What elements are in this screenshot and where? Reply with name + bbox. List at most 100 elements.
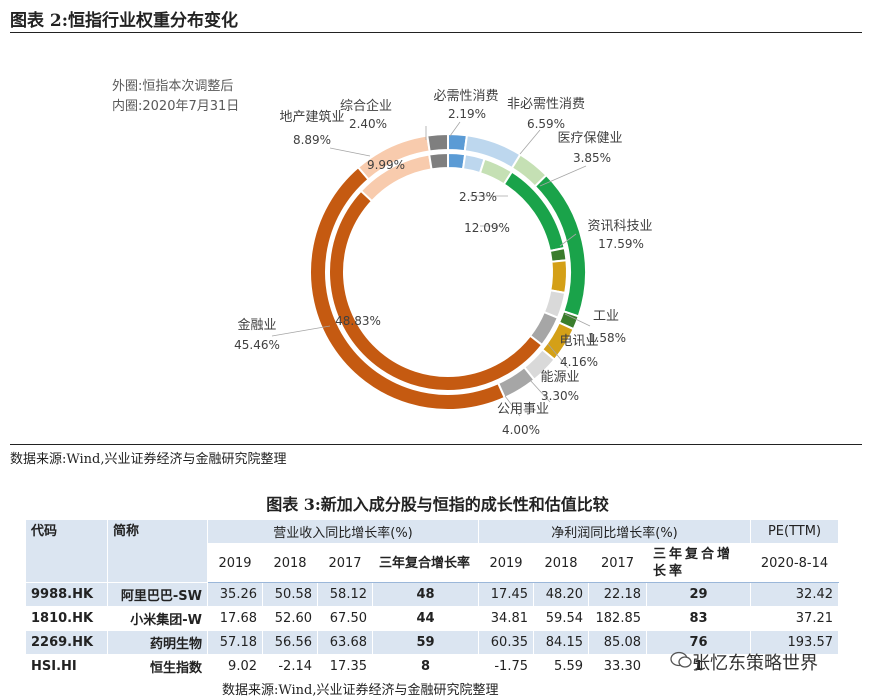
np-2017-cell: 33.30 [588,654,647,679]
np-cagr-cell: 83 [646,606,751,631]
rev-2019-cell: 57.18 [207,630,263,655]
leader-line [547,343,569,369]
pe-cell: 32.42 [750,582,839,607]
legend-inner-text: 内圈:2020年7月31日 [112,98,239,114]
inner-ring-segment [428,151,449,171]
header-pe-group: PE(TTM) [750,519,839,544]
segment-label: 工业 [593,309,619,324]
pe-cell: 193.57 [750,630,839,655]
rev-2019-cell: 35.26 [207,582,263,607]
segment-label: 必需性消费 [433,89,498,104]
segment-value-label: 3.30% [541,389,579,403]
title-rule [10,32,862,33]
segment-label: 非必需性消费 [507,97,585,112]
segment-label: 能源业 [540,370,579,385]
header-rev-cagr: 三年复合增长率 [372,543,479,583]
code-cell: 2269.HK [25,630,108,655]
inner-value-label: 12.09% [464,221,510,235]
segment-value-label: 6.59% [527,117,565,131]
legend-outer-text: 外圈:恒指本次调整后 [112,78,233,94]
leader-line [329,147,371,157]
inner-value-label: 48.83% [335,314,381,328]
figure-3-source: 数据来源:Wind,兴业证券经济与金融研究院整理 [222,683,499,698]
segment-value-label: 45.46% [234,338,280,352]
name-cell: 药明生物 [107,630,208,655]
rev-2017-cell: 63.68 [317,630,373,655]
figure-rule [10,444,862,445]
table-row: 1810.HK 小米集团-W 17.68 52.60 67.50 44 34.81 59.54… [25,606,839,631]
np-2018-cell: 5.59 [533,654,589,679]
segment-value-label: 17.59% [598,237,644,251]
pe-cell [750,654,839,679]
name-cell: 小米集团-W [107,606,208,631]
inner-value-label: 9.99% [367,158,405,172]
figure-3-title: 图表 3:新加入成分股与恒指的成长性和估值比较 [266,495,609,514]
name-cell: 阿里巴巴-SW [107,582,208,607]
rev-cagr-cell: 59 [372,630,479,655]
segment-value-label: 3.85% [573,151,611,165]
np-cagr-cell: 1 [646,654,751,679]
segment-value-label: 2.40% [349,117,387,131]
code-cell: 9988.HK [25,582,108,607]
table-row: 9988.HK 阿里巴巴-SW 35.26 50.58 58.12 48 17.45 48.2… [25,582,839,607]
pe-cell: 37.21 [750,606,839,631]
code-cell: HSI.HI [25,654,108,679]
rev-cagr-cell: 44 [372,606,479,631]
segment-value-label: 1.58% [588,331,626,345]
header-np-year: 2017 [588,543,647,583]
segment-value-label: 4.00% [502,423,540,437]
np-2019-cell: 34.81 [478,606,534,631]
rev-2018-cell: 52.60 [262,606,318,631]
name-cell: 恒生指数 [107,654,208,679]
rev-2017-cell: 58.12 [317,582,373,607]
segment-label: 金融业 [237,317,276,333]
comparison-table: 代码 简称 营业收入同比增长率(%) 净利润同比增长率(%) PE(TTM) 2… [25,519,839,679]
np-2018-cell: 48.20 [533,582,589,607]
inner-ring-segment [549,259,568,295]
leader-line [271,325,331,337]
outer-ring-segment [426,132,449,153]
header-np-cagr: 三年复合增长率 [646,543,751,583]
figure-2-source: 数据来源:Wind,兴业证券经济与金融研究院整理 [10,452,287,467]
segment-label: 综合企业 [340,98,392,114]
rev-2018-cell: -2.14 [262,654,318,679]
np-2017-cell: 85.08 [588,630,647,655]
donut-chart: 外圈:恒指本次调整后 内圈:2020年7月31日 综合企业 2.40% 必需性消费 2… [112,78,653,437]
segment-label: 医疗保健业 [557,131,622,146]
header-profit-group: 净利润同比增长率(%) [478,519,751,544]
rev-2018-cell: 56.56 [262,630,318,655]
watermark: 张忆东策略世界 [692,653,818,674]
segment-value-label: 8.89% [293,133,331,147]
header-rev-year: 2018 [262,543,318,583]
segment-label: 公用事业 [497,402,549,417]
np-2017-cell: 182.85 [588,606,647,631]
leader-line [519,129,541,155]
rev-2018-cell: 50.58 [262,582,318,607]
header-rev-year: 2019 [207,543,263,583]
np-cagr-cell: 29 [646,582,751,607]
rev-cagr-cell: 48 [372,582,479,607]
header-np-year: 2019 [478,543,534,583]
table-row: 2269.HK 药明生物 57.18 56.56 63.68 59 60.35 84.15 85… [25,630,839,655]
header-code: 代码 [25,519,108,583]
segment-label: 电讯业 [559,334,598,349]
np-2017-cell: 22.18 [588,582,647,607]
wechat-icon [670,651,692,668]
header-rev-year: 2017 [317,543,373,583]
leader-line [559,233,577,247]
leader-line [539,165,587,187]
segment-value-label: 4.16% [560,355,598,369]
leader-line [529,379,551,403]
header-np-year: 2018 [533,543,589,583]
segment-value-label: 2.19% [448,107,486,121]
rev-2017-cell: 67.50 [317,606,373,631]
rev-2017-cell: 17.35 [317,654,373,679]
leader-line [564,313,591,327]
code-cell: 1810.HK [25,606,108,631]
np-2019-cell: 17.45 [478,582,534,607]
figure-2-title: 图表 2:恒指行业权重分布变化 [10,11,239,31]
segment-label: 地产建筑业 [279,109,344,125]
table-row: HSI.HI 恒生指数 9.02 -2.14 17.35 8 -1.75 5.59 33.30 1 [25,654,839,679]
segment-label: 资讯科技业 [587,219,652,234]
np-2018-cell: 84.15 [533,630,589,655]
